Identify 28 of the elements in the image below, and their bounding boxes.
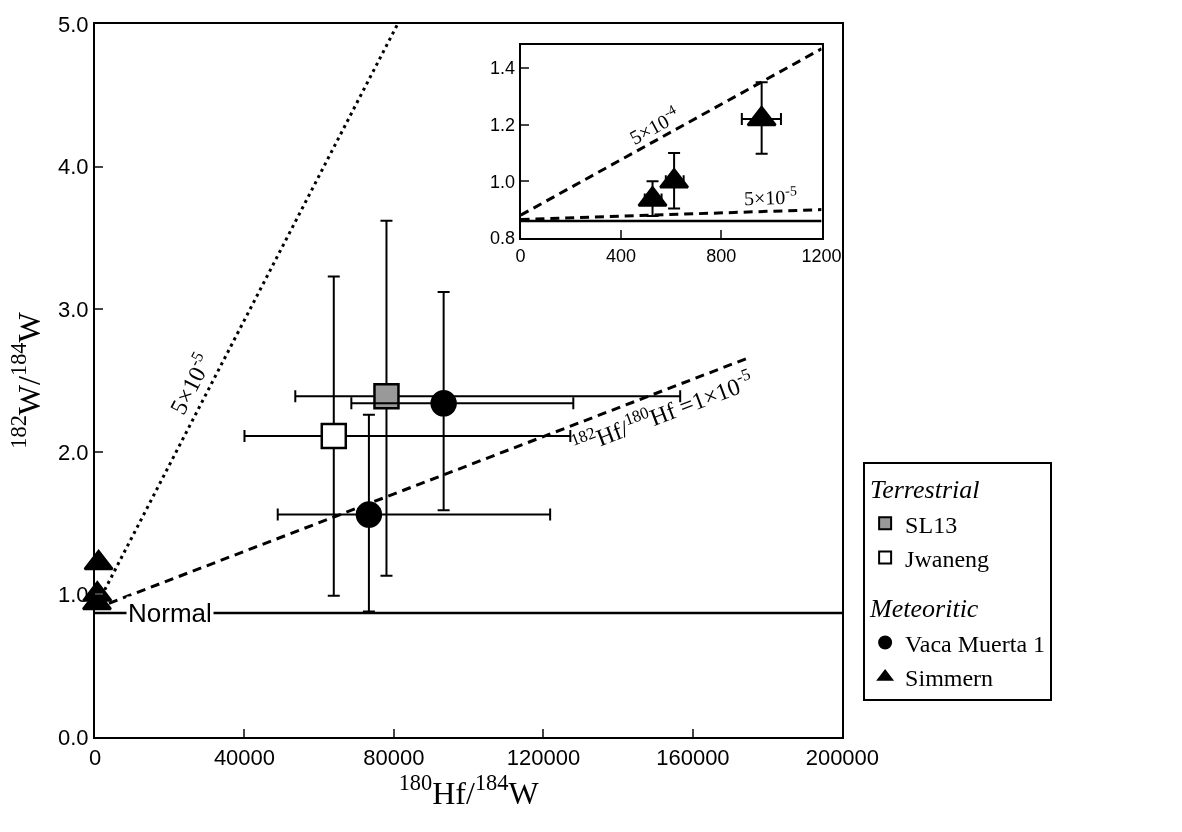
y-tick-label: 1.4 [489,58,515,79]
x-tick-label: 1200 [801,245,842,266]
legend-label: Jwaneng [905,545,990,572]
y-tick-label: 2.0 [58,439,89,465]
x-tick-label: 0 [515,245,526,266]
y-tick-label: 3.0 [58,296,89,322]
text: Terrestrial [870,474,980,504]
x-tick-label: 80000 [363,745,425,771]
y-tick-label: 1.2 [489,114,515,135]
y-tick-label: 0.0 [58,724,89,750]
x-tick-label: 0 [88,745,102,771]
y-tick-label: 4.0 [58,154,89,180]
x-tick-label: 120000 [506,745,581,771]
legend-label: Simmern [905,665,994,692]
x-axis-title: $^{180}$Hf/$^{184}$W [398,770,540,811]
ref-line-label: Normal [128,598,212,628]
legend-label: Vaca Muerta 1 [905,630,1046,657]
x-tick-label: 160000 [656,745,730,771]
legend-label: SL13 [905,511,958,538]
y-tick-label: 5.0 [58,11,89,37]
x-tick-label: 40000 [213,745,276,771]
y-tick-label: 0.8 [489,228,515,249]
annotation: 5×10$^{-5}$ [743,183,798,210]
x-tick-label: 800 [706,245,737,266]
y-tick-label: 1.0 [489,171,515,192]
text: Meteoritic [869,594,979,624]
x-tick-label: 200000 [805,745,880,771]
x-tick-label: 400 [605,245,636,266]
